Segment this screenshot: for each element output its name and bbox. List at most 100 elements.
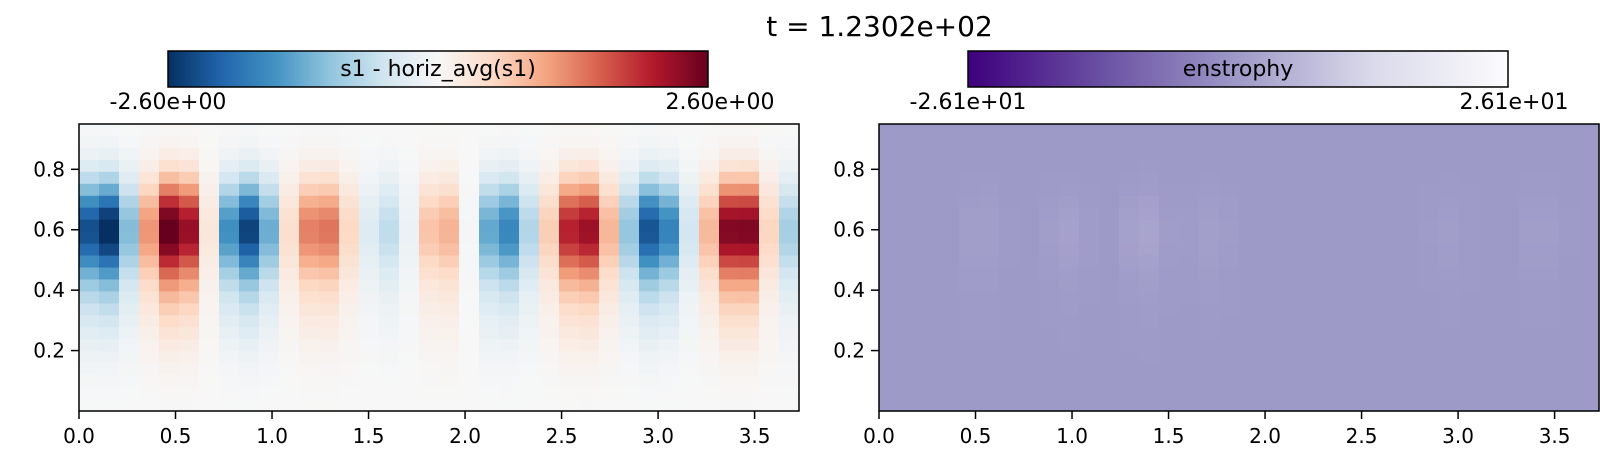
heatmap-cell	[719, 231, 740, 245]
heatmap-cell	[699, 279, 720, 293]
heatmap-cell	[1339, 303, 1360, 316]
heatmap-cell	[1399, 339, 1420, 352]
heatmap-cell	[659, 255, 680, 269]
heatmap-cell	[1279, 327, 1300, 340]
heatmap-cell	[119, 195, 140, 209]
heatmap-cell	[719, 124, 740, 137]
heatmap-cell	[1159, 135, 1180, 149]
heatmap-cell	[1239, 375, 1260, 388]
heatmap-cell	[559, 279, 580, 293]
heatmap-cell	[619, 375, 640, 388]
heatmap-cell	[79, 171, 100, 185]
heatmap-cell	[1019, 351, 1040, 364]
heatmap-cell	[1199, 147, 1220, 161]
heatmap-cell	[459, 399, 480, 412]
heatmap-cell	[79, 147, 100, 161]
heatmap-cell	[479, 387, 500, 400]
heatmap-cell	[1419, 231, 1440, 245]
heatmap-cell	[1499, 135, 1520, 149]
heatmap-cell	[1099, 243, 1120, 257]
heatmap-cell	[1519, 231, 1540, 245]
heatmap-cell	[1199, 303, 1220, 316]
heatmap-cell	[419, 231, 440, 245]
heatmap-cell	[279, 399, 300, 412]
heatmap-cell	[1359, 159, 1380, 173]
heatmap-cell	[1019, 375, 1040, 388]
heatmap-cell	[79, 243, 100, 257]
heatmap-cell	[759, 267, 780, 281]
heatmap-cell	[1579, 243, 1600, 257]
heatmap-cell	[879, 243, 900, 257]
heatmap-cell	[919, 207, 940, 221]
heatmap-cell	[1359, 135, 1380, 149]
heatmap-cell	[1079, 303, 1100, 316]
heatmap-cell	[1239, 363, 1260, 376]
heatmap-cell	[579, 375, 600, 388]
heatmap-cell	[519, 375, 540, 388]
heatmap-cell	[159, 135, 180, 149]
heatmap-cell	[1539, 255, 1560, 269]
heatmap-cell	[79, 399, 100, 412]
heatmap-cell	[1139, 387, 1160, 400]
heatmap-cell	[1159, 207, 1180, 221]
heatmap-cell	[1419, 267, 1440, 281]
heatmap-cell	[439, 243, 460, 257]
heatmap-cell	[339, 195, 360, 209]
heatmap-cell	[599, 303, 620, 316]
heatmap-cell	[1279, 267, 1300, 281]
heatmap-cell	[219, 124, 240, 137]
heatmap-cell	[199, 315, 220, 328]
heatmap-cell	[459, 387, 480, 400]
heatmap-cell	[679, 195, 700, 209]
heatmap-cell	[1499, 207, 1520, 221]
heatmap-cell	[319, 171, 340, 185]
heatmap-cell	[459, 159, 480, 173]
heatmap-cell	[1199, 207, 1220, 221]
heatmap-cell	[1039, 267, 1060, 281]
heatmap-cell	[659, 124, 680, 137]
heatmap-cell	[559, 135, 580, 149]
heatmap-cell	[739, 171, 760, 185]
heatmap-cell	[699, 363, 720, 376]
heatmap-cell	[679, 147, 700, 161]
heatmap-cell	[1079, 171, 1100, 185]
x-tick-label: 3.5	[1539, 424, 1571, 448]
heatmap-cell	[1439, 159, 1460, 173]
heatmap-cell	[1159, 243, 1180, 257]
heatmap-cell	[539, 363, 560, 376]
heatmap-cell	[639, 315, 660, 328]
heatmap-cell	[139, 255, 160, 269]
heatmap-cell	[79, 291, 100, 304]
heatmap-cell	[1159, 183, 1180, 197]
heatmap-cell	[1199, 279, 1220, 293]
heatmap-cell	[1239, 243, 1260, 257]
heatmap-cell	[299, 303, 320, 316]
heatmap-cell	[79, 159, 100, 173]
heatmap-cell	[299, 171, 320, 185]
heatmap-cell	[979, 183, 1000, 197]
heatmap-cell	[1119, 195, 1140, 209]
heatmap-cell	[1299, 183, 1320, 197]
heatmap-cell	[1079, 124, 1100, 137]
heatmap-cell	[1239, 135, 1260, 149]
heatmap-cell	[1099, 183, 1120, 197]
heatmap-cell	[1299, 291, 1320, 304]
heatmap-cell	[379, 243, 400, 257]
heatmap-cell	[479, 183, 500, 197]
heatmap-cell	[319, 255, 340, 269]
heatmap-cell	[619, 291, 640, 304]
heatmap-cell	[779, 267, 800, 281]
heatmap-left-yaxis: 0.20.40.60.8	[33, 157, 79, 363]
heatmap-cell	[1459, 231, 1480, 245]
heatmap-cell	[259, 303, 280, 316]
heatmap-cell	[399, 303, 420, 316]
heatmap-cell	[1059, 279, 1080, 293]
heatmap-cell	[119, 315, 140, 328]
heatmap-cell	[639, 327, 660, 340]
heatmap-cell	[1439, 135, 1460, 149]
heatmap-cell	[1019, 171, 1040, 185]
heatmap-cell	[119, 159, 140, 173]
heatmap-cell	[159, 171, 180, 185]
heatmap-cell	[199, 243, 220, 257]
heatmap-cell	[619, 315, 640, 328]
